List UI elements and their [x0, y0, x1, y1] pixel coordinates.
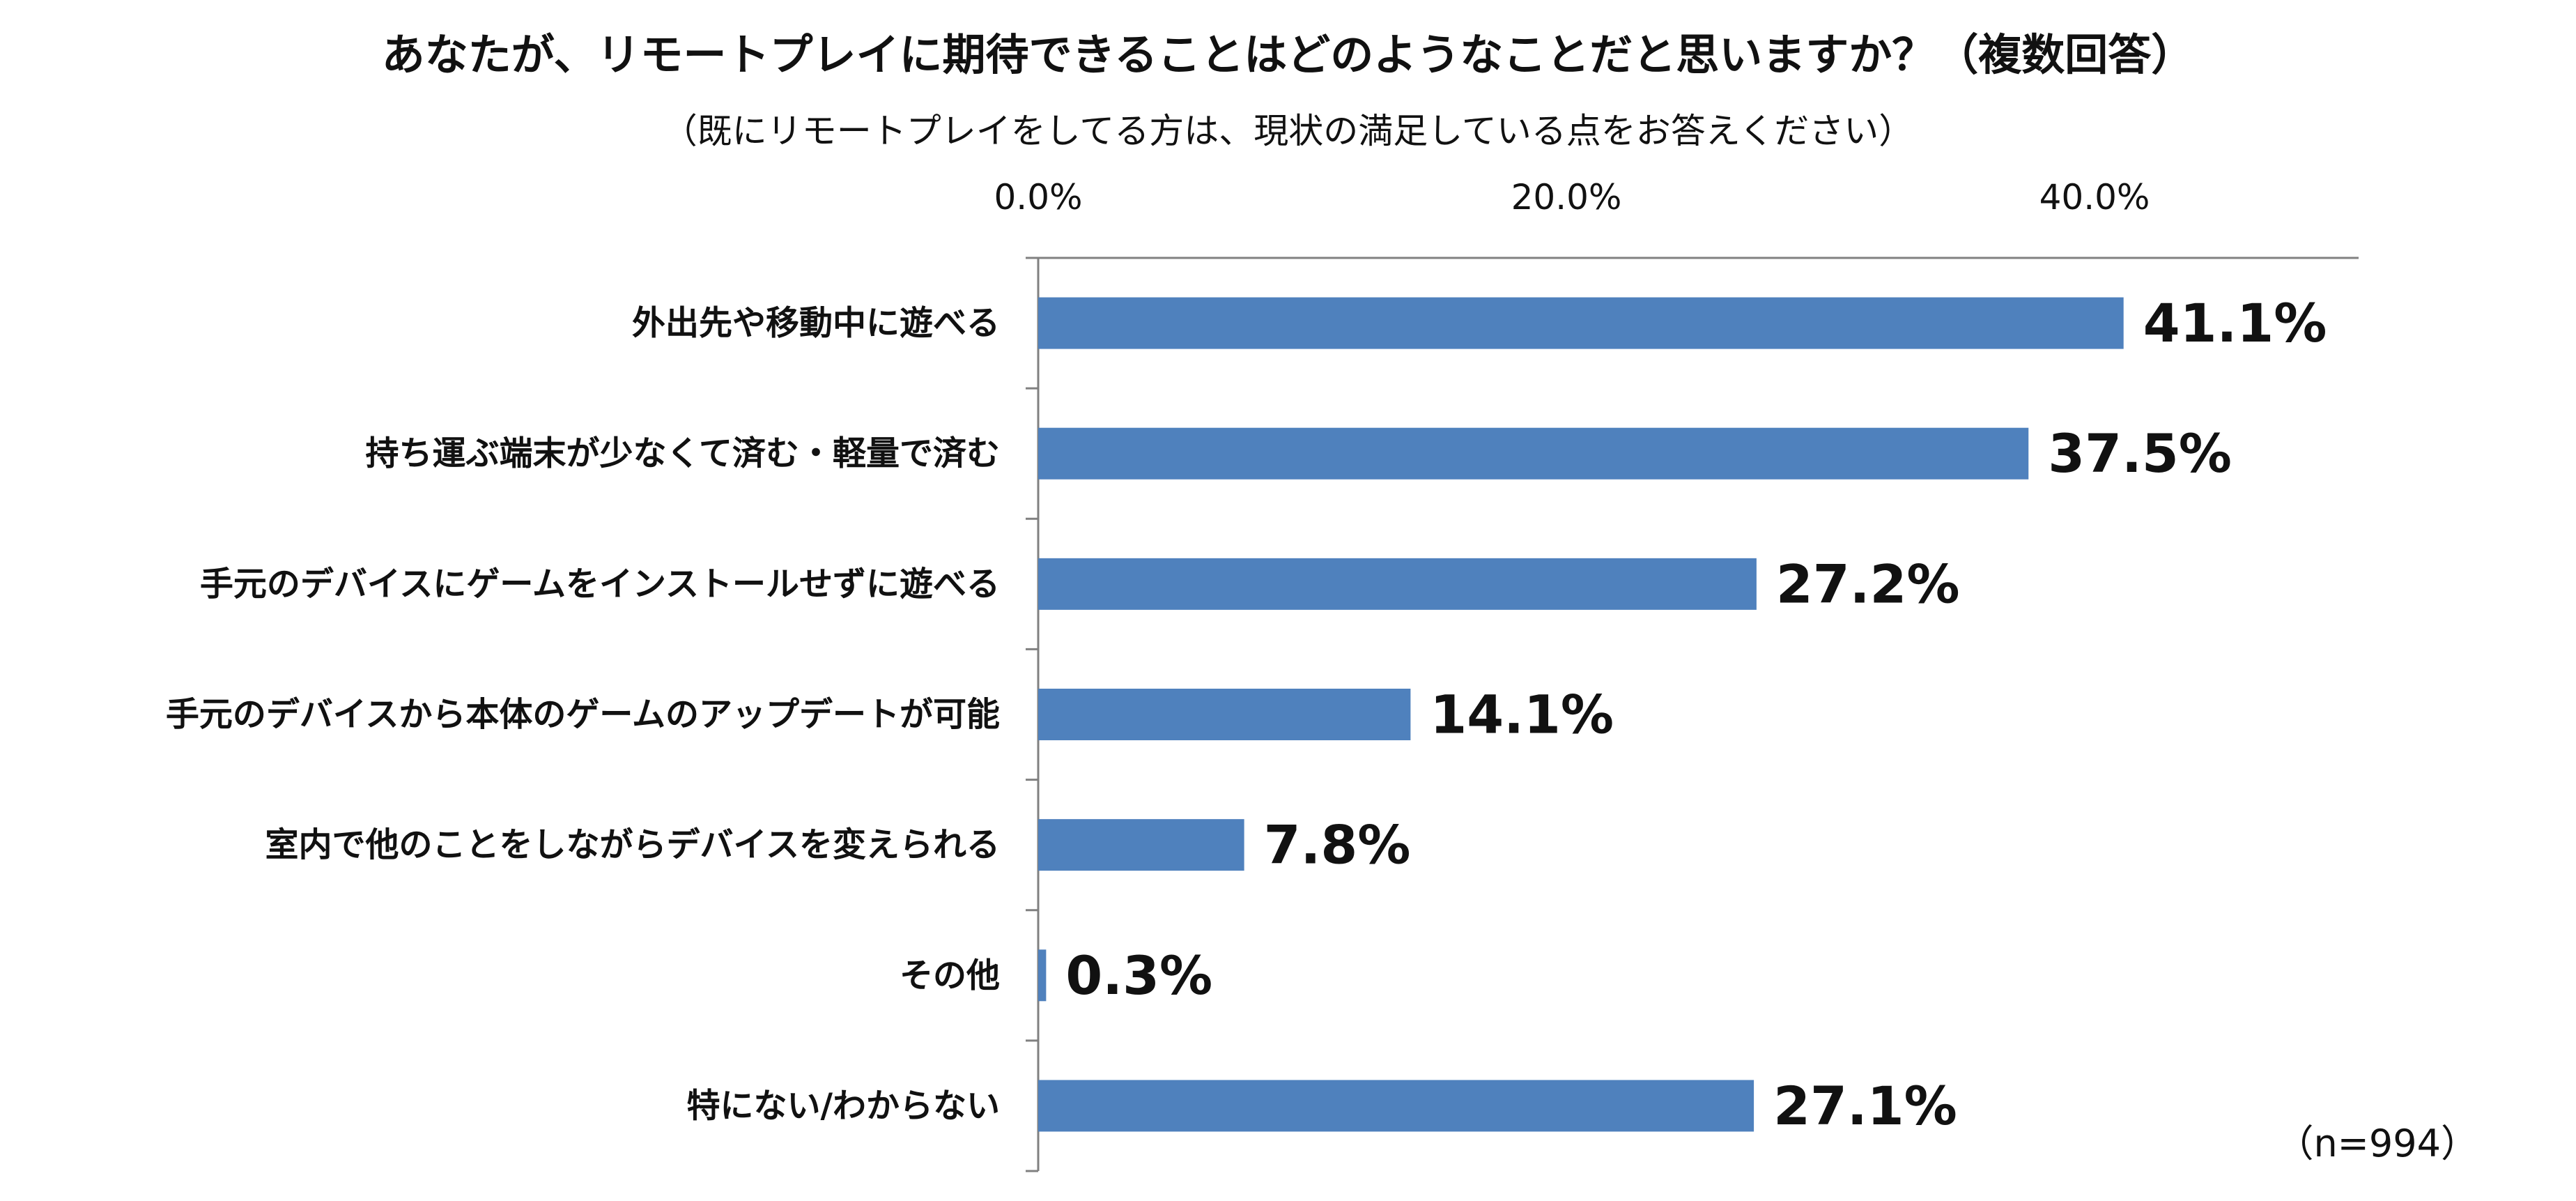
category-label: 特にない/わからない [686, 1086, 1000, 1125]
chart-subtitle: （既にリモートプレイをしてる方は、現状の満足している点をお答えください） [662, 111, 1914, 151]
bar [1038, 819, 1244, 871]
data-label: 27.1% [1773, 1075, 1957, 1137]
data-label: 37.5% [2048, 422, 2232, 484]
data-label: 41.1% [2143, 292, 2327, 354]
category-label: 手元のデバイスにゲームをインストールせずに遊べる [200, 565, 1000, 604]
bar [1038, 427, 2029, 480]
category-label: 持ち運ぶ端末が少なくて済む・軽量で済む [365, 434, 1000, 473]
category-label: その他 [900, 956, 1000, 995]
x-tick-label: 0.0% [994, 177, 1082, 217]
category-label: 外出先や移動中に遊べる [632, 304, 1000, 343]
chart-title: あなたが、リモートプレイに期待できることはどのようなことだと思いますか？（複数回… [381, 29, 2195, 80]
bar [1038, 949, 1047, 1002]
category-label: 手元のデバイスから本体のゲームのアップデートが可能 [166, 695, 1000, 734]
x-tick-label: 20.0% [1511, 177, 1622, 217]
bar [1038, 1080, 1754, 1132]
bar [1038, 297, 2124, 349]
category-label: 室内で他のことをしながらデバイスを変えられる [265, 825, 1000, 864]
data-label: 14.1% [1430, 684, 1614, 746]
bar [1038, 689, 1411, 740]
sample-size-note: （n=994） [2276, 1122, 2478, 1165]
data-label: 0.3% [1065, 944, 1212, 1007]
bar [1038, 558, 1757, 610]
x-tick-label: 40.0% [2039, 177, 2150, 217]
data-label: 27.2% [1776, 553, 1960, 615]
data-label: 7.8% [1264, 814, 1411, 876]
